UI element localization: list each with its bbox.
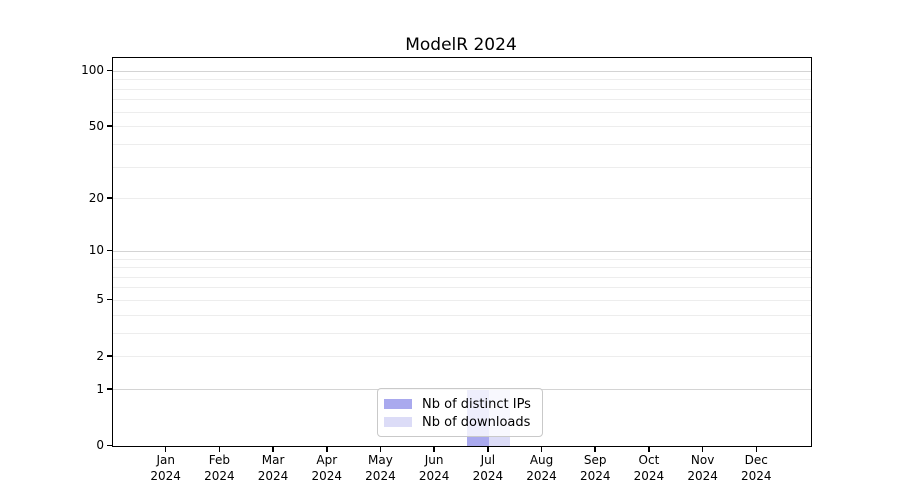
gridline-minor xyxy=(113,287,811,289)
legend-label-downloads: Nb of downloads xyxy=(422,414,531,430)
x-axis-tick xyxy=(379,446,382,452)
x-tick-label: Oct 2024 xyxy=(633,453,665,483)
x-tick-label: Aug 2024 xyxy=(526,453,557,483)
x-axis-tick xyxy=(164,446,167,452)
y-axis-tick xyxy=(107,125,112,127)
x-tick-label: Feb 2024 xyxy=(204,453,235,483)
y-axis-tick xyxy=(107,249,112,252)
y-tick-label: 0 xyxy=(96,438,104,452)
gridline-minor xyxy=(113,99,811,101)
chart-title: ModelR 2024 xyxy=(405,35,517,55)
x-axis-tick xyxy=(701,446,704,452)
gridline-minor xyxy=(113,356,811,358)
gridline-minor xyxy=(113,258,811,260)
gridline-minor xyxy=(113,143,811,145)
y-axis-tick xyxy=(107,355,112,357)
x-axis-tick xyxy=(648,446,650,452)
x-axis-tick xyxy=(540,446,543,452)
y-tick-label: 20 xyxy=(88,190,104,205)
gridline-minor xyxy=(113,267,811,269)
x-axis-tick xyxy=(755,446,758,452)
y-tick-label: 10 xyxy=(88,243,104,258)
gridline-minor xyxy=(113,126,811,128)
y-axis-tick xyxy=(107,197,112,199)
legend-entry-distinct-ips: Nb of distinct IPs xyxy=(384,395,536,413)
x-axis-tick xyxy=(487,446,489,452)
legend-swatch-downloads xyxy=(384,417,412,427)
y-tick-label: 5 xyxy=(96,292,104,307)
y-axis-tick xyxy=(107,69,112,72)
x-tick-label: Sep 2024 xyxy=(579,453,611,483)
x-axis-tick xyxy=(218,446,221,452)
gridline-minor xyxy=(113,88,811,90)
y-tick-label: 50 xyxy=(88,118,104,133)
x-tick-label: Apr 2024 xyxy=(311,453,343,483)
gridline-minor xyxy=(113,332,811,334)
y-tick-label: 2 xyxy=(96,348,104,363)
x-tick-label: Jun 2024 xyxy=(418,453,450,483)
gridline-major xyxy=(113,250,811,252)
x-axis-tick xyxy=(433,446,435,452)
x-tick-label: Dec 2024 xyxy=(741,453,772,483)
y-axis-tick xyxy=(107,388,112,390)
y-axis-tick xyxy=(107,298,112,301)
gridline-minor xyxy=(113,299,811,301)
y-tick-label: 1 xyxy=(96,381,104,396)
x-tick-label: May 2024 xyxy=(365,453,396,483)
x-tick-label: Nov 2024 xyxy=(687,453,718,483)
legend: Nb of distinct IPs Nb of downloads xyxy=(377,388,543,437)
y-tick-label: 100 xyxy=(81,63,104,78)
legend-label-distinct-ips: Nb of distinct IPs xyxy=(422,396,531,412)
gridline-minor xyxy=(113,166,811,168)
x-axis-tick xyxy=(272,446,274,452)
gridline-minor xyxy=(113,198,811,200)
gridline-minor xyxy=(113,111,811,113)
legend-entry-downloads: Nb of downloads xyxy=(384,413,536,431)
gridline-major xyxy=(113,70,811,72)
legend-swatch-distinct-ips xyxy=(384,399,412,409)
x-axis-tick xyxy=(326,446,328,452)
gridline-minor xyxy=(113,79,811,81)
gridline-minor xyxy=(113,276,811,278)
gridline-minor xyxy=(113,314,811,316)
x-axis-tick xyxy=(594,446,596,452)
y-axis-tick xyxy=(107,444,112,446)
x-tick-label: Jul 2024 xyxy=(472,453,504,483)
x-tick-label: Mar 2024 xyxy=(257,453,289,483)
x-tick-label: Jan 2024 xyxy=(150,453,181,483)
